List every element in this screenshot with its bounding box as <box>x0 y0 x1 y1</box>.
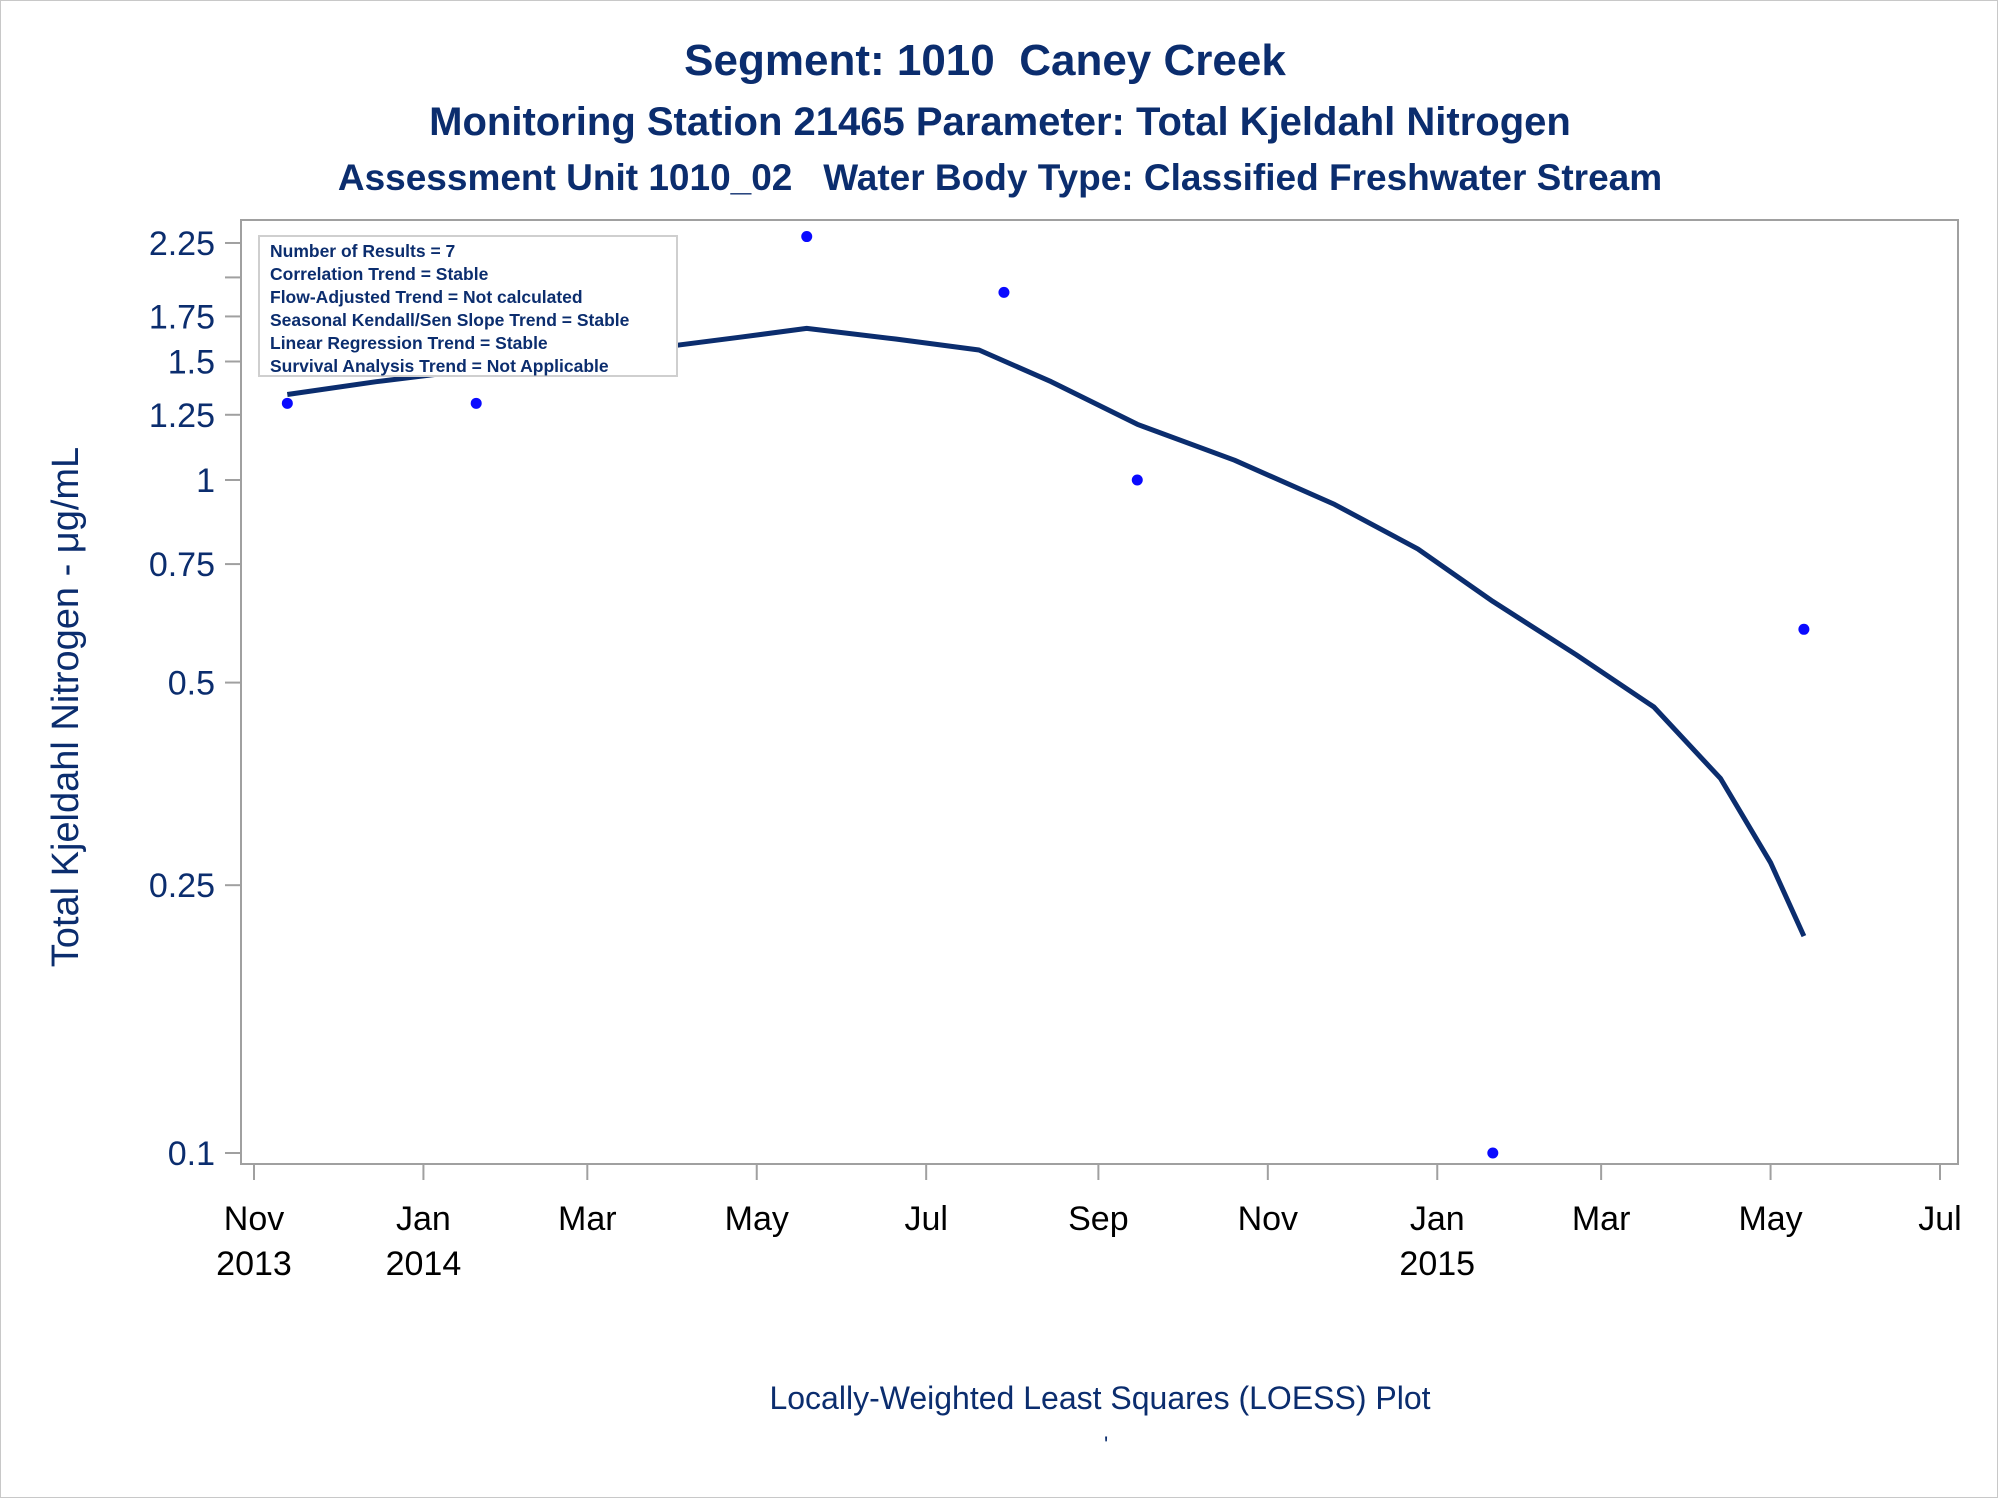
data-point <box>998 286 1010 298</box>
y-tick-label: 0.5 <box>168 665 215 703</box>
x-tick-label: Jul <box>1918 1200 1961 1238</box>
x-tick-label: Mar <box>1572 1200 1631 1238</box>
stat-correlation-trend: Correlation Trend = Stable <box>270 264 489 284</box>
axes: 0.1 0.25 0.5 0.75 1 1.25 1.5 1.75 2.25 Nov 2013 Jan… <box>149 219 1962 1283</box>
y-tick-label: 2.25 <box>149 225 215 263</box>
stat-flow-adjusted-trend: Flow-Adjusted Trend = Not calculated <box>270 287 583 307</box>
y-axis-label: Total Kjeldahl Nitrogen - μg/mL <box>45 447 87 967</box>
data-point <box>1487 1147 1499 1159</box>
data-point <box>470 397 482 409</box>
y-tick-label: 1.25 <box>149 397 215 435</box>
y-tick-label: 1.5 <box>168 343 215 381</box>
y-tick-label: 1.75 <box>149 298 215 336</box>
chart-subtitle-station: Monitoring Station 21465 Parameter: Tota… <box>429 100 1571 144</box>
x-tick-label: Nov <box>224 1200 284 1238</box>
chart-subtitle-assessment: Assessment Unit 1010_02 Water Body Type:… <box>337 157 1663 198</box>
x-tick-year-label: 2015 <box>1399 1245 1475 1283</box>
chart-title: Segment: 1010 Caney Creek <box>684 36 1286 85</box>
stats-box: Number of Results = 7 Correlation Trend … <box>258 235 678 377</box>
x-tick-label: Jul <box>904 1200 947 1238</box>
data-point <box>801 231 813 243</box>
stat-number-of-results: Number of Results = 7 <box>270 241 456 261</box>
x-tick-label: May <box>725 1200 789 1238</box>
x-tick-label: Jan <box>396 1200 451 1238</box>
stat-seasonal-kendall-trend: Seasonal Kendall/Sen Slope Trend = Stabl… <box>270 310 630 330</box>
x-tick-year-label: 2013 <box>216 1245 292 1283</box>
stat-linear-regression-trend: Linear Regression Trend = Stable <box>270 333 548 353</box>
x-tick-label: Jan <box>1410 1200 1465 1238</box>
loess-curve <box>286 325 1807 938</box>
x-tick-year-label: 2014 <box>386 1245 462 1283</box>
footer-mark: ' <box>1104 1432 1109 1457</box>
data-point <box>1131 474 1143 486</box>
plot-area-border <box>240 219 1959 1165</box>
data-point <box>1798 623 1810 635</box>
y-tick-label: 0.75 <box>149 546 215 584</box>
x-tick-label: Nov <box>1238 1200 1298 1238</box>
y-tick-label: 0.1 <box>168 1135 215 1173</box>
stat-survival-analysis-trend: Survival Analysis Trend = Not Applicable <box>270 356 609 376</box>
x-tick-label: Sep <box>1068 1200 1129 1238</box>
x-tick-label: May <box>1738 1200 1802 1238</box>
y-tick-label: 1 <box>196 462 215 500</box>
y-tick-label: 0.25 <box>149 867 215 905</box>
x-tick-label: Mar <box>558 1200 617 1238</box>
footer-caption: Locally-Weighted Least Squares (LOESS) P… <box>769 1380 1431 1416</box>
data-point <box>281 397 293 409</box>
